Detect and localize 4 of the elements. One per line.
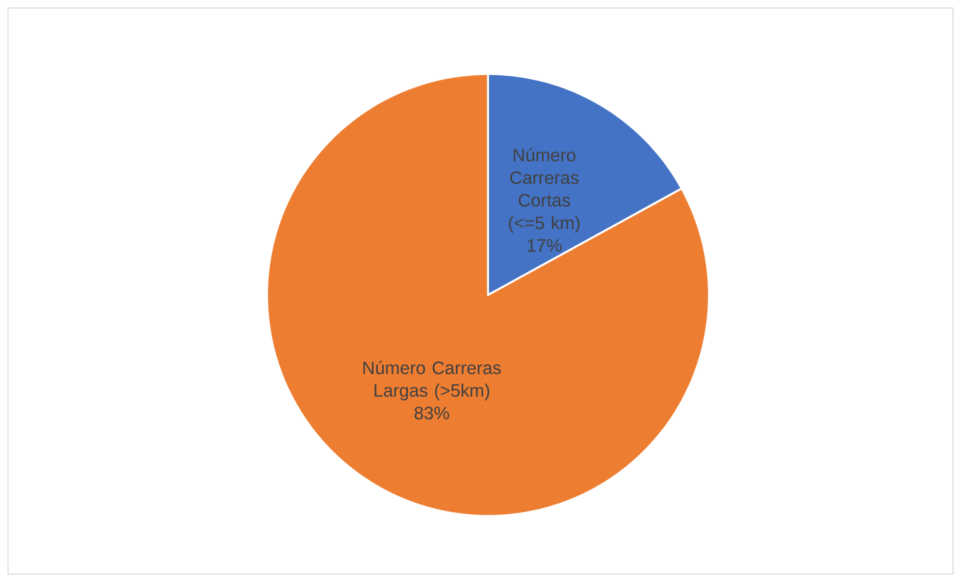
data-label: 83%	[414, 406, 450, 420]
slice-label: Número Carreras Largas (>5km)	[363, 360, 501, 400]
slice-label: Número Carreras Cortas (<=5 km)	[508, 148, 580, 233]
data-label: 17%	[528, 239, 562, 252]
